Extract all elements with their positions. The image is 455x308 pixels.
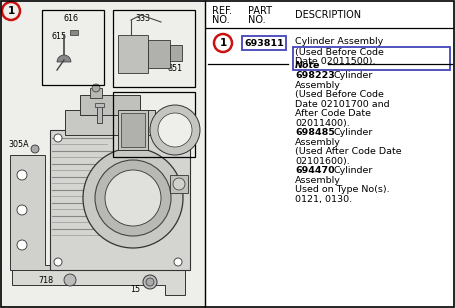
Bar (293, 47, 450, 70)
Circle shape (146, 278, 154, 286)
Text: Assembly: Assembly (295, 176, 341, 184)
Text: 615: 615 (52, 32, 67, 41)
Circle shape (173, 178, 185, 190)
Bar (0, 0, 205, 308)
Bar (113, 10, 195, 87)
Text: 02101600).: 02101600). (295, 156, 350, 165)
Text: Date 02101700 and: Date 02101700 and (295, 99, 389, 108)
Bar (70, 30, 78, 35)
Text: Cylinder: Cylinder (333, 71, 372, 80)
Text: 718: 718 (38, 276, 53, 285)
Bar (170, 175, 188, 193)
Text: 552: 552 (93, 96, 108, 105)
Text: Note: Note (295, 60, 321, 70)
Circle shape (150, 105, 200, 155)
Circle shape (105, 170, 161, 226)
Circle shape (17, 170, 27, 180)
Polygon shape (12, 268, 185, 295)
Bar (118, 35, 148, 73)
Bar (121, 113, 145, 147)
Text: Cylinder: Cylinder (333, 166, 372, 175)
Polygon shape (10, 155, 55, 270)
Text: PART: PART (248, 6, 272, 16)
Bar (118, 110, 148, 150)
Text: (Used Before Code: (Used Before Code (295, 90, 384, 99)
Text: DESCRIPTION: DESCRIPTION (295, 10, 361, 20)
Circle shape (54, 134, 62, 142)
Circle shape (174, 258, 182, 266)
Bar (65, 110, 155, 135)
Text: 15: 15 (130, 285, 140, 294)
Circle shape (95, 160, 171, 236)
Text: Assembly: Assembly (295, 80, 341, 90)
Wedge shape (57, 55, 71, 62)
Text: 693811: 693811 (244, 38, 284, 47)
Circle shape (174, 134, 182, 142)
Text: Cylinder Assembly: Cylinder Assembly (295, 37, 383, 46)
Bar (148, 40, 170, 68)
Text: 694470: 694470 (295, 166, 334, 175)
Text: NO.: NO. (212, 15, 230, 25)
Bar (42, 10, 104, 85)
Text: 851: 851 (168, 64, 183, 73)
Circle shape (158, 113, 192, 147)
Text: 0121, 0130.: 0121, 0130. (295, 194, 352, 204)
Text: Used on Type No(s).: Used on Type No(s). (295, 185, 389, 194)
Bar (90, 88, 102, 98)
Text: REF.: REF. (212, 6, 232, 16)
Text: 333: 333 (135, 14, 150, 23)
Text: Assembly: Assembly (295, 137, 341, 147)
Text: 02011400).: 02011400). (295, 119, 350, 128)
Circle shape (64, 274, 76, 286)
Text: NO.: NO. (248, 15, 266, 25)
Text: (Used Before Code: (Used Before Code (295, 48, 384, 57)
Circle shape (143, 275, 157, 289)
Text: 698485: 698485 (295, 128, 335, 137)
Bar (80, 95, 140, 115)
Text: 305A: 305A (8, 140, 29, 149)
Text: (Used After Code Date: (Used After Code Date (295, 147, 402, 156)
Text: Date 02011500).: Date 02011500). (295, 57, 375, 66)
Circle shape (54, 258, 62, 266)
Text: After Code Date: After Code Date (295, 109, 371, 118)
Circle shape (31, 145, 39, 153)
Circle shape (83, 148, 183, 248)
Bar (97, 105, 102, 123)
Text: 616: 616 (64, 14, 79, 23)
Text: 3: 3 (135, 97, 140, 106)
Circle shape (92, 84, 100, 92)
Bar (113, 92, 195, 157)
Text: 698223: 698223 (295, 71, 335, 80)
Circle shape (17, 205, 27, 215)
Bar (50, 130, 190, 270)
Text: Cylinder: Cylinder (333, 128, 372, 137)
Circle shape (17, 240, 27, 250)
Text: 1: 1 (219, 38, 227, 48)
Bar (95, 103, 104, 107)
Bar (170, 45, 182, 61)
Text: 1: 1 (7, 6, 15, 16)
Bar (242, 36, 286, 50)
Text: 2: 2 (118, 97, 123, 106)
